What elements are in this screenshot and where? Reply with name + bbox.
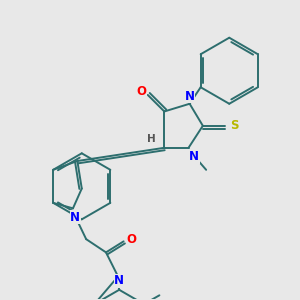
Text: S: S (230, 119, 239, 132)
Text: O: O (136, 85, 146, 98)
Text: N: N (184, 90, 195, 103)
Text: N: N (114, 274, 124, 287)
Text: O: O (126, 233, 136, 246)
Text: H: H (147, 134, 155, 144)
Text: N: N (189, 150, 199, 163)
Text: N: N (70, 211, 80, 224)
